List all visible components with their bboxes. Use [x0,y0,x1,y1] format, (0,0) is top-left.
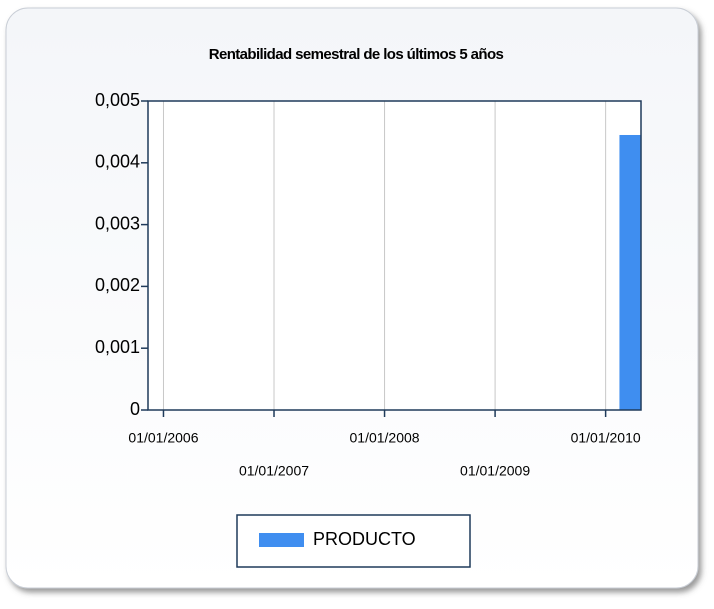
plot-area [148,101,641,410]
y-tick-label: 0,003 [95,213,140,233]
y-tick-label: 0,002 [95,275,140,295]
x-tick-label: 01/01/2006 [128,430,198,446]
y-tick-label: 0,005 [95,90,140,110]
y-tick-label: 0,001 [95,337,140,357]
chart-title: Rentabilidad semestral de los últimos 5 … [209,46,504,63]
y-tick-label: 0,004 [95,152,140,172]
plot-frame [147,100,642,411]
y-tick-label: 0 [130,399,140,419]
legend-label: PRODUCTO [313,529,416,549]
x-tick-label: 01/01/2008 [350,430,420,446]
x-tick-label: 01/01/2007 [239,463,309,479]
legend-swatch [259,533,304,547]
bar [619,134,641,411]
x-tick-label: 01/01/2009 [460,463,530,479]
x-tick-label: 01/01/2010 [571,430,641,446]
